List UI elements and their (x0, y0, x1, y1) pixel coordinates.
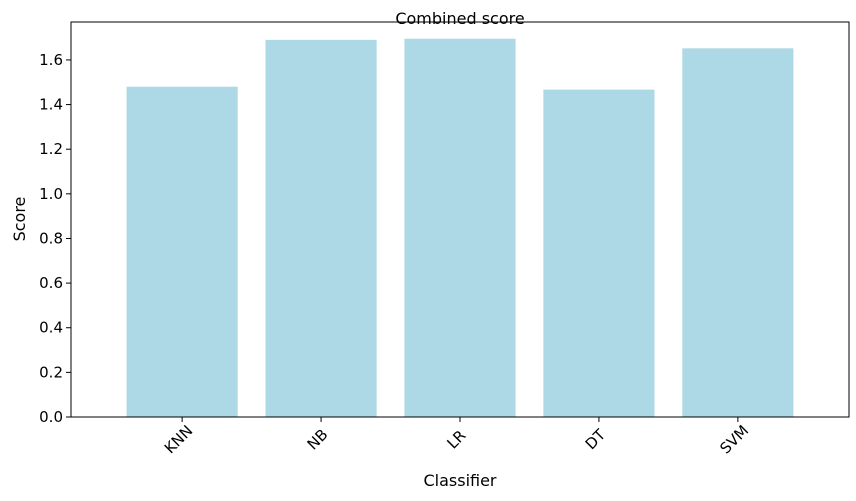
x-tick-label: NB (304, 425, 332, 453)
bar-svm (682, 48, 794, 417)
bar-dt (543, 89, 655, 417)
x-tick-label: DT (582, 425, 610, 453)
y-tick-label: 0.2 (39, 363, 63, 381)
x-tick-label: LR (443, 426, 469, 452)
y-tick-label: 1.4 (39, 96, 63, 114)
y-axis: 0.0 0.2 0.4 0.6 0.8 1.0 1.2 1.4 1.6 (39, 51, 71, 426)
bar-knn (126, 86, 238, 417)
y-tick-label: 1.2 (39, 140, 63, 158)
y-tick-label: 0.6 (39, 274, 63, 292)
y-tick-label: 1.0 (39, 185, 63, 203)
y-tick-label: 0.0 (39, 408, 63, 426)
y-tick-label: 0.8 (39, 229, 63, 247)
y-axis-label: Score (10, 197, 29, 242)
plot-frame (70, 21, 850, 418)
y-tick-label: 1.6 (39, 51, 63, 69)
bars-group (126, 38, 794, 417)
bar-lr (404, 38, 516, 417)
x-tick-label: KNN (161, 422, 197, 458)
chart-title: Combined score (395, 9, 524, 28)
x-axis: KNN NB LR DT SVM (161, 417, 752, 457)
bar-nb (265, 39, 377, 417)
x-tick-label: SVM (716, 422, 752, 458)
y-tick-label: 0.4 (39, 319, 63, 337)
x-axis-label: Classifier (423, 471, 496, 490)
